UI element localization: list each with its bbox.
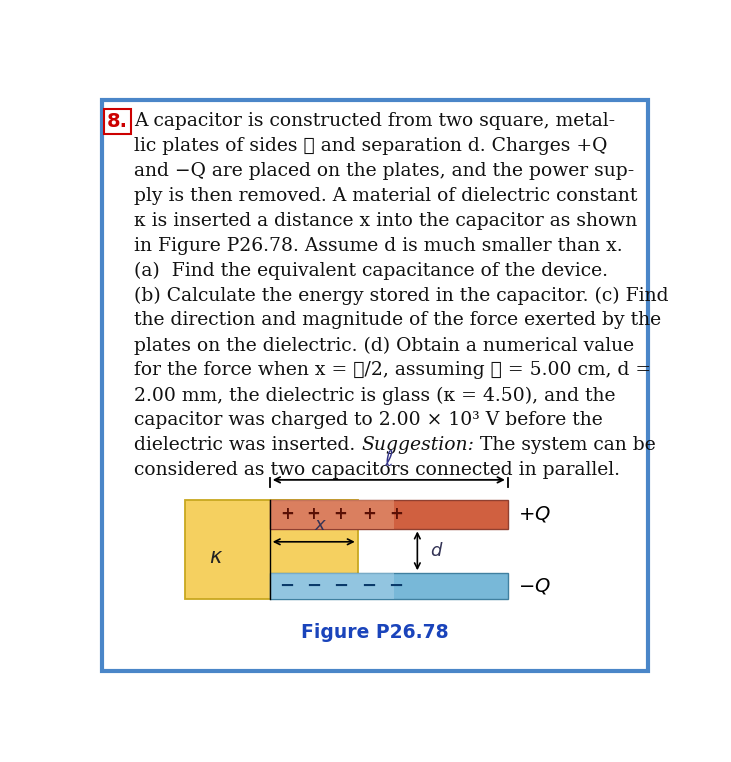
Text: The system can be: The system can be [474,436,656,454]
Bar [185,501,357,599]
Text: +: + [306,505,320,523]
Text: ply is then removed. A material of dielectric constant: ply is then removed. A material of diele… [134,187,637,205]
Text: 2.00 mm, the dielectric is glass (κ = 4.50), and the: 2.00 mm, the dielectric is glass (κ = 4.… [134,386,616,405]
Text: lic plates of sides ℓ and separation d. Charges +Q: lic plates of sides ℓ and separation d. … [134,137,607,155]
Text: plates on the dielectric. (d) Obtain a numerical value: plates on the dielectric. (d) Obtain a n… [134,336,634,354]
Text: A capacitor is constructed from two square, metal-: A capacitor is constructed from two squa… [134,112,615,130]
Text: for the force when x = ℓ/2, assuming ℓ = 5.00 cm, d =: for the force when x = ℓ/2, assuming ℓ =… [134,361,651,379]
Text: considered as two capacitors connected in parallel.: considered as two capacitors connected i… [134,461,620,479]
Bar [270,501,508,529]
Text: $\kappa$: $\kappa$ [209,548,223,567]
Text: (a)  Find the equivalent capacitance of the device.: (a) Find the equivalent capacitance of t… [134,261,608,280]
Text: (b) Calculate the energy stored in the capacitor. (c) Find: (b) Calculate the energy stored in the c… [134,287,668,305]
Text: $d$: $d$ [430,542,443,560]
Text: κ is inserted a distance x into the capacitor as shown: κ is inserted a distance x into the capa… [134,212,637,229]
Text: +: + [389,505,403,523]
Text: Figure P26.78: Figure P26.78 [301,623,448,642]
Text: −: − [333,577,348,595]
Text: +: + [280,505,294,523]
Text: −: − [361,577,376,595]
Bar [270,573,508,599]
Text: 8.: 8. [107,112,128,131]
Text: dielectric was inserted.: dielectric was inserted. [134,436,361,454]
Bar [270,501,393,529]
Text: $-Q$: $-Q$ [518,576,551,596]
Text: +: + [362,505,376,523]
Text: $x$: $x$ [314,516,327,534]
Text: dielectric was inserted. Suggestion: The system can be: dielectric was inserted. Suggestion: The… [134,436,655,454]
Text: Suggestion:: Suggestion: [361,436,474,454]
Text: dielectric was inserted.: dielectric was inserted. [134,436,361,454]
Text: and −Q are placed on the plates, and the power sup-: and −Q are placed on the plates, and the… [134,162,634,180]
Text: the direction and magnitude of the force exerted by the: the direction and magnitude of the force… [134,312,661,329]
Text: in Figure P26.78. Assume d is much smaller than x.: in Figure P26.78. Assume d is much small… [134,237,623,255]
Text: $+Q$: $+Q$ [518,504,551,524]
Text: $\ell$: $\ell$ [384,450,393,470]
Text: +: + [334,505,347,523]
Text: −: − [306,577,321,595]
Text: −: − [279,577,295,595]
Text: −: − [389,577,404,595]
Bar [270,573,393,599]
Text: capacitor was charged to 2.00 × 10³ V before the: capacitor was charged to 2.00 × 10³ V be… [134,411,602,429]
